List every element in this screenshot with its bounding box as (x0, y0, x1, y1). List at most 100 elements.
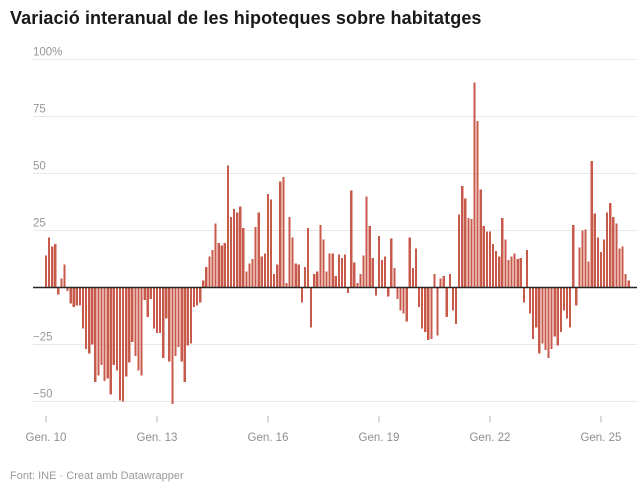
bar (368, 225, 371, 288)
bar (340, 257, 344, 288)
bar (300, 287, 303, 303)
bar (538, 287, 541, 354)
bar (473, 82, 476, 288)
bar (476, 121, 479, 288)
bar (189, 287, 192, 344)
bar (578, 247, 581, 288)
y-axis-label: 25 (33, 218, 46, 230)
bar (424, 287, 427, 332)
bar (183, 287, 186, 383)
bar (51, 246, 54, 288)
bar (596, 237, 599, 288)
bar (239, 206, 242, 288)
bar (251, 259, 254, 288)
bar (356, 282, 359, 288)
source-link[interactable]: Font: INE (10, 470, 57, 482)
bar (488, 231, 492, 288)
bar (433, 273, 436, 288)
bar (54, 244, 57, 288)
bar (214, 223, 217, 288)
y-axis-label: 100% (33, 47, 62, 59)
bar (451, 287, 455, 311)
bar (510, 256, 513, 288)
bar (60, 278, 63, 288)
bar (445, 287, 448, 318)
bar (525, 249, 529, 288)
bar (88, 287, 91, 354)
bar (229, 216, 233, 288)
bar (411, 268, 414, 288)
x-axis-label: Gen. 13 (137, 432, 178, 444)
bar (125, 287, 128, 377)
bar (353, 262, 356, 288)
bar (186, 287, 189, 346)
bar (584, 229, 587, 288)
bar (384, 256, 387, 288)
bar (393, 268, 396, 288)
bar (593, 213, 596, 288)
bar (121, 287, 125, 402)
bar (263, 253, 266, 288)
bar (69, 287, 72, 304)
bar (140, 287, 143, 376)
bar (211, 249, 214, 288)
datawrapper-credit-link[interactable]: Creat amb Datawrapper (66, 470, 184, 482)
bar (205, 266, 208, 288)
bar (94, 287, 97, 383)
bar (236, 212, 239, 288)
bar (57, 287, 60, 295)
bar (371, 257, 374, 288)
bar (306, 228, 310, 288)
bar (575, 287, 578, 306)
bar (374, 287, 377, 296)
bar (331, 253, 334, 288)
bar (245, 271, 248, 288)
bar (550, 287, 553, 350)
bar (273, 273, 276, 288)
bar (482, 225, 485, 288)
bar (495, 251, 498, 288)
bar (587, 261, 590, 288)
bar (544, 287, 547, 351)
bar (624, 273, 627, 288)
bar (408, 237, 411, 288)
bar (513, 253, 516, 288)
bar (325, 271, 328, 288)
bar (313, 273, 316, 288)
y-axis-label: 50 (33, 161, 46, 173)
bar (310, 287, 313, 328)
bar (362, 255, 365, 288)
bar (556, 287, 559, 346)
bar (618, 248, 621, 288)
bar (155, 287, 159, 334)
bar (199, 287, 202, 303)
bar (180, 287, 183, 362)
bar (387, 287, 390, 297)
bar (109, 287, 112, 395)
bar (158, 287, 162, 334)
bar (100, 287, 103, 366)
bar (569, 287, 572, 328)
bar (137, 287, 140, 371)
chart-footer: Font: INE · Creat amb Datawrapper (10, 470, 184, 482)
bar (208, 256, 211, 288)
bar (553, 287, 556, 337)
bar (507, 260, 510, 288)
bar (343, 254, 347, 288)
bar (627, 280, 630, 288)
bar (106, 287, 109, 379)
bar (442, 276, 445, 288)
chart-title: Variació interanual de les hipoteques so… (10, 8, 482, 28)
bar (501, 217, 504, 288)
bar (322, 239, 325, 288)
bar (288, 216, 291, 288)
bar (220, 245, 223, 288)
bar (279, 181, 282, 288)
bar (562, 287, 566, 311)
bar (115, 287, 119, 371)
bar (390, 238, 393, 288)
bar (421, 287, 424, 329)
bar (131, 287, 134, 343)
bar (118, 287, 122, 401)
